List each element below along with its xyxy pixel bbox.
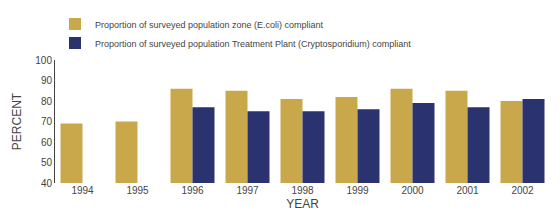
svg-text:1999: 1999: [346, 185, 369, 196]
svg-text:PERCENT: PERCENT: [10, 92, 24, 150]
svg-text:100: 100: [35, 55, 52, 66]
svg-text:50: 50: [41, 157, 53, 168]
svg-text:90: 90: [41, 75, 53, 86]
svg-text:1998: 1998: [291, 185, 314, 196]
svg-text:80: 80: [41, 96, 53, 107]
svg-text:1997: 1997: [236, 185, 259, 196]
svg-text:Proportion of surveyed populat: Proportion of surveyed population zone (…: [95, 20, 324, 30]
svg-text:2000: 2000: [401, 185, 424, 196]
svg-text:YEAR: YEAR: [286, 197, 319, 211]
svg-text:1996: 1996: [181, 185, 204, 196]
svg-text:2002: 2002: [511, 185, 534, 196]
svg-text:70: 70: [41, 116, 53, 127]
svg-text:1994: 1994: [71, 185, 94, 196]
svg-text:40: 40: [41, 178, 53, 189]
svg-text:Proportion of surveyed populat: Proportion of surveyed population Treatm…: [95, 39, 411, 49]
svg-text:60: 60: [41, 137, 53, 148]
svg-text:2001: 2001: [456, 185, 479, 196]
svg-text:1995: 1995: [126, 185, 149, 196]
